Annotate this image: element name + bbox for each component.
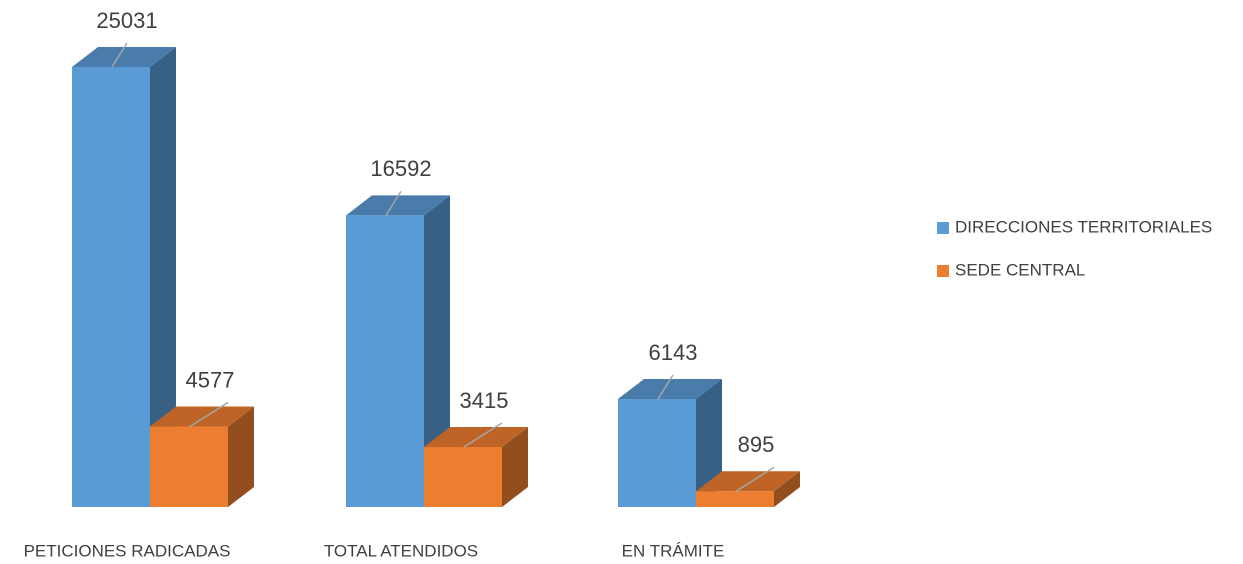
- leader-line: [189, 401, 229, 428]
- bar-side: [150, 47, 176, 507]
- data-label: 895: [738, 432, 775, 457]
- bar-top: [618, 379, 722, 400]
- legend-swatch: [937, 222, 949, 234]
- leader-line: [735, 466, 775, 492]
- bar: [72, 67, 150, 507]
- bar-top: [696, 471, 800, 492]
- bar-side: [696, 379, 722, 507]
- leader-line: [657, 374, 674, 400]
- bar-top: [424, 426, 528, 447]
- legend-label: SEDE CENTRAL: [955, 260, 1085, 279]
- bar: [346, 215, 424, 507]
- bar-side: [228, 406, 254, 507]
- bar: [618, 399, 696, 507]
- bar: [150, 426, 228, 507]
- bar: [696, 491, 774, 507]
- data-label: 16592: [370, 156, 431, 181]
- x-tick-label: TOTAL ATENDIDOS: [324, 541, 478, 560]
- bar: [424, 446, 502, 507]
- leader-line: [385, 190, 402, 216]
- leader-line: [111, 42, 128, 68]
- data-label: 3415: [460, 388, 509, 413]
- legend-label: DIRECCIONES TERRITORIALES: [955, 217, 1212, 236]
- x-tick-label: PETICIONES RADICADAS: [24, 541, 231, 560]
- data-label: 25031: [96, 8, 157, 33]
- x-tick-label: EN TRÁMITE: [622, 541, 725, 560]
- legend-swatch: [937, 265, 949, 277]
- bar-top: [72, 47, 176, 67]
- bar-side: [424, 195, 450, 507]
- data-label: 4577: [186, 367, 235, 392]
- bar-top: [150, 406, 254, 427]
- data-label: 6143: [649, 340, 698, 365]
- bar-side: [502, 426, 528, 507]
- bar-side: [774, 471, 800, 507]
- leader-line: [463, 422, 503, 448]
- bar-top: [346, 195, 450, 216]
